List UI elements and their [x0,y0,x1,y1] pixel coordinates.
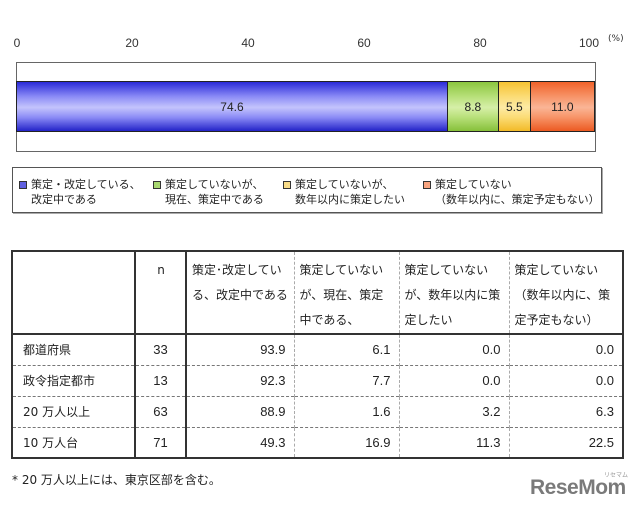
watermark-logo: ReseMom [530,476,626,499]
row-label: 20 万人以上 [12,395,136,427]
cell-value: 22.5 [509,426,623,458]
stacked-bar: 74.6 8.8 5.5 11.0 [16,81,595,132]
header-in-progress: 策定していないが、現在、策定中である、 [294,251,400,335]
legend-item-in-progress: 策定していないが、 現在、策定中である [153,177,264,207]
header-formulated: 策定･改定している、改定中である [186,251,295,335]
legend-swatch-orange [423,181,431,189]
table-row: 20 万人以上 63 88.9 1.6 3.2 6.3 [12,395,623,427]
bar-segment-none: 11.0 [530,81,595,132]
row-n: 13 [135,364,187,396]
legend-item-formulated: 策定・改定している、 改定中である [19,177,141,207]
x-tick-20: 20 [125,36,139,50]
cell-value: 16.9 [294,426,400,458]
bar-value-label: 74.6 [220,99,244,114]
legend-label-line2: （数年以内に、策定予定もない） [435,193,600,206]
watermark-kana: リセマム [604,472,629,479]
legend-item-planned: 策定していないが、 数年以内に策定したい [283,177,405,207]
cell-value: 88.9 [186,395,295,427]
legend-label-line1: 策定していないが、 [165,178,264,191]
cell-value: 6.1 [294,333,400,365]
header-n: n [135,251,187,335]
chart-legend: 策定・改定している、 改定中である 策定していないが、 現在、策定中である 策定… [12,167,602,213]
cell-value: 11.3 [399,426,510,458]
x-tick-40: 40 [241,36,255,50]
header-none: 策定していない（数年以内に、策定予定もない） [509,251,623,335]
row-n: 33 [135,333,187,365]
row-n: 63 [135,395,187,427]
legend-label-line1: 策定・改定している、 [31,178,141,191]
bar-value-label: 5.5 [505,99,523,114]
cell-value: 7.7 [294,364,400,396]
bar-value-label: 11.0 [551,99,574,114]
row-label: 10 万人台 [12,426,136,458]
x-tick-80: 80 [473,36,487,50]
legend-label-line1: 策定していないが、 [295,178,394,191]
cell-value: 0.0 [509,333,623,365]
x-tick-60: 60 [357,36,371,50]
bar-value-label: 8.8 [464,99,482,114]
legend-swatch-yellow [283,181,291,189]
cell-value: 1.6 [294,395,400,427]
cell-value: 0.0 [399,364,510,396]
cell-value: 0.0 [399,333,510,365]
footnote: * 20 万人以上には、東京区部を含む。 [12,473,221,487]
x-tick-100: 100 [578,36,600,50]
legend-label-line2: 現在、策定中である [165,193,264,206]
table-row: 都道府県 33 93.9 6.1 0.0 0.0 [12,333,623,365]
data-table: n 策定･改定している、改定中である 策定していないが、現在、策定中である、 策… [11,250,624,459]
legend-swatch-green [153,181,161,189]
cell-value: 6.3 [509,395,623,427]
bar-segment-in-progress: 8.8 [447,81,499,132]
legend-label-line2: 数年以内に策定したい [295,193,405,206]
table-header-row: n 策定･改定している、改定中である 策定していないが、現在、策定中である、 策… [12,251,623,335]
cell-value: 92.3 [186,364,295,396]
cell-value: 0.0 [509,364,623,396]
bar-segment-planned: 5.5 [498,81,531,132]
legend-label-line1: 策定していない [435,178,512,191]
header-label [12,251,136,335]
row-label: 政令指定都市 [12,364,136,396]
legend-swatch-blue [19,181,27,189]
bar-segment-formulated: 74.6 [16,81,448,132]
cell-value: 3.2 [399,395,510,427]
row-label: 都道府県 [12,333,136,365]
cell-value: 49.3 [186,426,295,458]
row-n: 71 [135,426,187,458]
table-row: 政令指定都市 13 92.3 7.7 0.0 0.0 [12,364,623,396]
x-tick-0: 0 [13,36,21,50]
x-axis-unit: (%) [608,34,624,44]
legend-item-none: 策定していない （数年以内に、策定予定もない） [423,177,600,207]
header-planned: 策定していないが、数年以内に策定したい [399,251,510,335]
legend-label-line2: 改定中である [31,193,97,206]
cell-value: 93.9 [186,333,295,365]
table-row: 10 万人台 71 49.3 16.9 11.3 22.5 [12,426,623,458]
